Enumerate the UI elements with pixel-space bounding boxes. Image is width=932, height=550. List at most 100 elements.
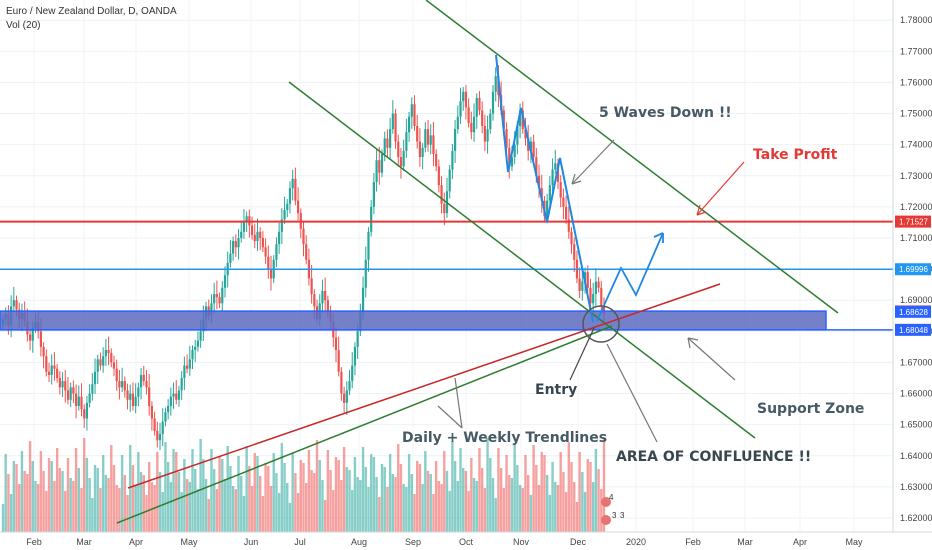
y-tick-label: 1.65000 <box>900 420 932 430</box>
volume-bar <box>302 463 305 532</box>
candle-body <box>364 259 367 288</box>
volume-bar <box>4 454 7 532</box>
volume-bar <box>99 488 102 532</box>
volume-bar <box>47 458 51 532</box>
volume-bar <box>1 504 5 532</box>
candle-body <box>600 287 603 307</box>
price-tag-label: 1.68628 <box>899 308 928 317</box>
volume-bar <box>589 462 592 532</box>
candle-body <box>437 166 440 186</box>
volume-bar <box>340 480 343 532</box>
candle-body <box>169 396 172 406</box>
volume-bar <box>472 478 476 532</box>
volume-bar <box>42 471 45 532</box>
candle-body <box>72 387 75 394</box>
volume-bar <box>375 477 378 532</box>
candle-body <box>454 129 457 151</box>
volume-bar <box>20 451 24 532</box>
volume-bar <box>526 475 530 532</box>
candle-body <box>508 147 511 167</box>
volume-bar <box>440 484 443 532</box>
candle-body <box>99 359 102 366</box>
volume-bar <box>175 452 178 532</box>
candle-body <box>475 98 478 117</box>
volume-bar <box>83 438 86 532</box>
y-tick-label: 1.73000 <box>900 171 932 181</box>
volume-bar <box>548 495 552 532</box>
y-tick-label: 1.74000 <box>900 140 932 150</box>
candle-body <box>451 150 454 170</box>
candle-body <box>334 337 338 350</box>
price-tag <box>895 215 931 228</box>
candle-body <box>31 328 34 341</box>
candle-body <box>589 287 592 304</box>
volume-bar <box>172 449 175 532</box>
x-tick-label: Jun <box>244 537 259 547</box>
candle-body <box>112 362 116 369</box>
y-tick-label: 1.76000 <box>900 77 932 87</box>
volume-bar <box>578 452 581 532</box>
volume-bar <box>96 468 99 532</box>
x-tick-label: May <box>845 537 863 547</box>
volume-bar <box>483 488 487 532</box>
event-markers[interactable]: 4 3 3 <box>601 493 625 525</box>
candle-body <box>288 188 292 204</box>
candle-body <box>286 203 289 210</box>
x-tick-label: Nov <box>513 537 530 547</box>
volume-bar <box>470 458 473 532</box>
candle-body <box>426 129 430 145</box>
volume-bar <box>104 475 108 532</box>
candle-body <box>602 306 606 315</box>
volume-bar <box>156 452 159 532</box>
volume-bar <box>242 496 246 532</box>
candle-body <box>594 281 597 294</box>
volume-bar <box>188 482 191 532</box>
candle-body <box>137 387 140 397</box>
candle-body <box>443 203 446 214</box>
volume-bar <box>499 468 503 532</box>
volume-bar <box>61 471 64 532</box>
volume-bar <box>31 461 34 532</box>
volume-bar <box>280 443 284 532</box>
candle-body <box>88 393 91 403</box>
candle-body <box>397 141 400 158</box>
volume-bar <box>275 473 278 532</box>
volume-bar <box>23 471 26 532</box>
volume-bar <box>269 486 273 532</box>
volume-bar <box>432 494 435 532</box>
candle-body <box>462 91 465 102</box>
candles <box>1 65 606 450</box>
volume-bar <box>410 474 413 532</box>
x-tick-label: Apr <box>793 537 807 547</box>
volume-bar <box>462 468 465 532</box>
y-tick-label: 1.67000 <box>900 357 932 367</box>
candle-body <box>56 368 59 378</box>
time-axis[interactable]: Feb Mar Apr May Jun Jul Aug Sep Oct Nov Dec 2020 Feb… <box>26 537 863 547</box>
event-marker-icon[interactable] <box>601 497 611 507</box>
volume-bar <box>45 491 48 532</box>
volume-bar <box>594 449 598 532</box>
candle-body <box>448 169 451 192</box>
volume-bar <box>453 461 457 532</box>
trendlines-label: Daily + Weekly Trendlines <box>402 430 607 446</box>
volume-bar <box>218 456 221 532</box>
volume-bar <box>58 468 62 532</box>
candle-body <box>567 219 570 232</box>
event-marker-icon[interactable] <box>601 515 611 525</box>
candle-body <box>167 406 170 413</box>
candle-body <box>351 365 354 382</box>
candle-body <box>69 387 72 400</box>
volume-bar <box>9 494 13 532</box>
candle-body <box>156 430 159 441</box>
volume-bar <box>434 461 438 532</box>
candle-body <box>296 200 300 214</box>
volume-bar <box>258 476 262 532</box>
volume-bar <box>277 493 281 532</box>
candle-body <box>348 381 351 391</box>
volume-bar <box>323 500 327 532</box>
y-tick-label: 1.66000 <box>900 389 932 399</box>
volume-bar <box>388 454 392 532</box>
candle-body <box>583 272 587 282</box>
daily-trendline <box>127 283 721 489</box>
volume-bar <box>564 492 568 532</box>
